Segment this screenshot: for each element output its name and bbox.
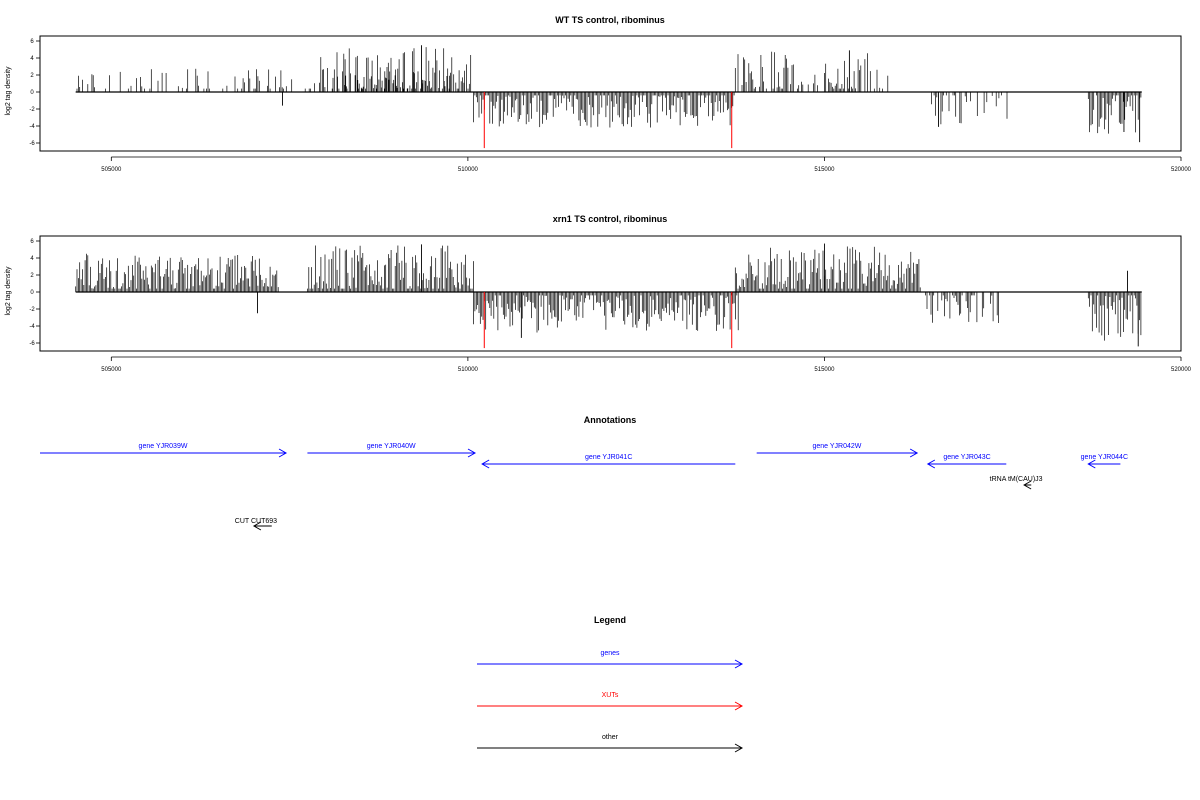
legend-label: other [602, 734, 619, 741]
wt-track-bars [75, 45, 1142, 149]
y-tick-label: 4 [30, 56, 34, 62]
y-tick-label: 4 [30, 256, 34, 262]
wt-track-ylabel: log2 tag density [5, 66, 12, 116]
legend-label: genes [600, 650, 620, 657]
annotation-arrow-head [467, 448, 477, 458]
y-tick-label: 0 [30, 90, 34, 96]
legend-item-xut: XUTs [477, 692, 744, 711]
xrn1-track-axes: -6 -4 -2 0 2 4 6 505000 510000 515000 520000 [29, 239, 1191, 373]
legend-arrow-head [734, 743, 744, 753]
legend-item-gene: genes [477, 650, 744, 669]
y-tick-label: 0 [30, 290, 34, 296]
y-tick-label: -2 [29, 107, 35, 113]
feature-annotation: CUT CUT693 [235, 518, 277, 531]
xrn1-track-bars [75, 243, 1142, 349]
annotation-arrow-head [1087, 459, 1096, 469]
legend-arrow-head [734, 701, 744, 711]
x-tick-label: 510000 [458, 367, 479, 373]
annotation-label: gene YJR041C [585, 454, 632, 461]
annotations-panel: Annotations gene YJR039W gene YJR040Wgene… [40, 415, 1128, 531]
y-tick-label: 6 [30, 39, 34, 45]
annotation-label: gene YJR039W [139, 443, 188, 450]
y-tick-label: -4 [29, 124, 35, 130]
y-tick-label: 6 [30, 239, 34, 245]
gene-annotation: gene YJR043C [926, 454, 1007, 469]
annotation-arrow-head [909, 448, 919, 458]
x-tick-label: 520000 [1171, 167, 1192, 173]
annotation-arrow-head [252, 521, 262, 531]
wt-track-axes: -6 -4 -2 0 2 4 6 505000 510000 515000 520000 [29, 39, 1191, 173]
y-tick-label: -4 [29, 324, 35, 330]
annotation-arrow-head [278, 448, 288, 458]
legend-arrow-head [734, 659, 744, 669]
y-tick-label: -6 [29, 141, 35, 147]
feature-annotation: tRNA tM(CAU)J3 [990, 476, 1043, 490]
y-tick-label: -2 [29, 307, 35, 313]
gene-annotation: gene YJR042W [756, 443, 919, 458]
x-tick-label: 515000 [814, 367, 835, 373]
gene-annotation: gene YJR039W [40, 443, 288, 458]
legend-items: genes XUTs other [477, 650, 744, 753]
y-tick-label: 2 [30, 273, 34, 279]
xrn1-track-title: xrn1 TS control, ribominus [553, 214, 668, 224]
wt-track-frame [39, 35, 1182, 152]
legend: Legend genes XUTs other [477, 615, 744, 753]
annotation-label: gene YJR043C [943, 454, 990, 461]
legend-item-other: other [477, 734, 744, 753]
xrn1-track-panel: xrn1 TS control, ribominus log2 tag dens… [5, 214, 1192, 373]
x-tick-label: 505000 [101, 367, 122, 373]
gene-annotation: gene YJR041C [481, 454, 736, 469]
xrn1-track-frame [39, 235, 1182, 352]
y-tick-label: 2 [30, 73, 34, 79]
legend-label: XUTs [602, 692, 619, 699]
x-tick-label: 520000 [1171, 367, 1192, 373]
y-tick-label: -6 [29, 341, 35, 347]
annotation-label: gene YJR040W [367, 443, 416, 450]
annotation-arrow-head [926, 459, 936, 469]
gene-annotation: gene YJR044C [1081, 454, 1128, 469]
annotation-label: CUT CUT693 [235, 518, 277, 525]
gene-annotation: gene YJR040W [307, 443, 477, 458]
annotation-label: gene YJR044C [1081, 454, 1128, 461]
x-tick-label: 505000 [101, 167, 122, 173]
x-tick-label: 510000 [458, 167, 479, 173]
annotations-title: Annotations [584, 415, 637, 425]
wt-track-panel: WT TS control, ribominus log2 tag densit… [5, 15, 1192, 173]
annotation-arrow-head [481, 459, 490, 469]
xrn1-track-ylabel: log2 tag density [5, 266, 12, 316]
x-tick-label: 515000 [814, 167, 835, 173]
annotation-items: gene YJR039W gene YJR040W gene YJR041C gene… [40, 443, 1128, 531]
annotation-label: tRNA tM(CAU)J3 [990, 476, 1043, 483]
legend-title: Legend [594, 615, 626, 625]
wt-track-title: WT TS control, ribominus [555, 15, 665, 25]
annotation-label: gene YJR042W [812, 443, 861, 450]
annotation-arrow-head [1023, 480, 1032, 490]
